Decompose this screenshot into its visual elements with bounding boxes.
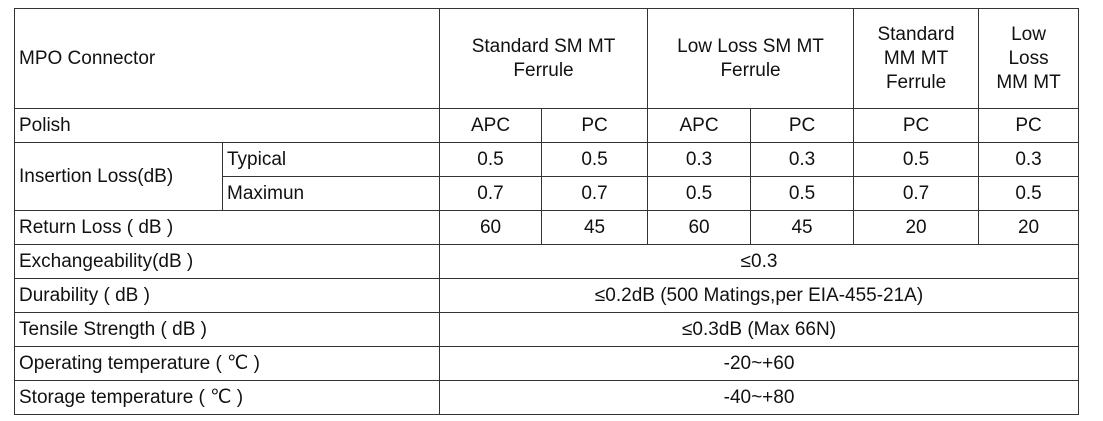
cell: 0.7 bbox=[439, 176, 543, 211]
cell: PC bbox=[978, 108, 1080, 143]
header-text: Standard bbox=[877, 23, 955, 45]
cell: APC bbox=[439, 108, 543, 143]
cell: 20 bbox=[853, 210, 980, 245]
header-text: Ferrule bbox=[885, 71, 947, 93]
cell: PC bbox=[853, 108, 980, 143]
table-row: Insertion Loss(dB) Typical 0.5 0.5 0.3 0.3 0.5… bbox=[14, 142, 1080, 211]
spec-table: MPO Connector Standard SM MT Ferrule Low Lo… bbox=[13, 8, 1080, 415]
cell: 0.5 bbox=[978, 176, 1080, 211]
cell: 0.5 bbox=[853, 142, 980, 177]
cell: PC bbox=[541, 108, 649, 143]
cell: -40~+80 bbox=[439, 380, 1080, 415]
sub-label: Maximun bbox=[221, 176, 441, 211]
table-row: Return Loss ( dB ) 60 45 60 45 20 20 bbox=[13, 210, 1080, 245]
row-label: Insertion Loss(dB) bbox=[14, 142, 223, 211]
header-text: Ferrule bbox=[720, 59, 781, 81]
cell: 0.3 bbox=[978, 142, 1080, 177]
cell: PC bbox=[750, 108, 855, 143]
row-label: Exchangeability(dB ) bbox=[13, 244, 441, 279]
cell: 0.5 bbox=[541, 142, 649, 177]
cell: 0.7 bbox=[541, 176, 649, 211]
cell: 0.5 bbox=[647, 176, 752, 211]
header-cell: Standard SM MT Ferrule bbox=[439, 8, 649, 109]
cell: 45 bbox=[750, 210, 855, 245]
header-cell: Standard MM MT Ferrule bbox=[853, 8, 980, 109]
cell: 0.7 bbox=[853, 176, 980, 211]
sub-label: Typical bbox=[221, 142, 441, 177]
cell: ≤0.2dB (500 Matings,per EIA-455-21A) bbox=[439, 278, 1080, 313]
row-label: Polish bbox=[13, 108, 441, 143]
header-text: MPO Connector bbox=[19, 47, 156, 69]
cell: 60 bbox=[647, 210, 752, 245]
header-cell: Low Loss SM MT Ferrule bbox=[647, 8, 855, 109]
header-cell: MPO Connector bbox=[13, 8, 441, 109]
cell: 45 bbox=[541, 210, 649, 245]
cell: 0.5 bbox=[439, 142, 543, 177]
table-row: Exchangeability(dB ) ≤0.3 bbox=[13, 244, 1080, 279]
header-text: Standard SM MT bbox=[471, 35, 616, 57]
table-row: Maximun 0.7 0.7 0.5 0.5 0.7 0.5 bbox=[15, 176, 1080, 211]
header-text: MM MT bbox=[883, 47, 949, 69]
table-row: Storage temperature ( ℃ ) -40~+80 bbox=[13, 380, 1080, 415]
header-cell: Low Loss MM MT bbox=[978, 8, 1080, 109]
cell: 60 bbox=[439, 210, 543, 245]
row-label: Return Loss ( dB ) bbox=[13, 210, 441, 245]
cell: 0.3 bbox=[647, 142, 752, 177]
header-text: Low bbox=[1011, 23, 1046, 45]
header-text: Loss bbox=[1008, 47, 1049, 69]
cell: APC bbox=[647, 108, 752, 143]
header-text: MM MT bbox=[996, 71, 1061, 93]
row-label: Tensile Strength ( dB ) bbox=[13, 312, 441, 347]
row-label: Durability ( dB ) bbox=[13, 278, 441, 313]
row-label: Operating temperature ( ℃ ) bbox=[13, 346, 441, 381]
header-text: Ferrule bbox=[513, 59, 574, 81]
cell: ≤0.3dB (Max 66N) bbox=[439, 312, 1080, 347]
row-label: Storage temperature ( ℃ ) bbox=[13, 380, 441, 415]
table-row: Operating temperature ( ℃ ) -20~+60 bbox=[13, 346, 1080, 381]
table-row: Durability ( dB ) ≤0.2dB (500 Matings,per… bbox=[13, 278, 1080, 313]
table-row: Tensile Strength ( dB ) ≤0.3dB (Max 66N) bbox=[13, 312, 1080, 347]
cell: 0.5 bbox=[750, 176, 855, 211]
cell: -20~+60 bbox=[439, 346, 1080, 381]
cell: 0.3 bbox=[750, 142, 855, 177]
table-row: MPO Connector Standard SM MT Ferrule Low Lo… bbox=[13, 8, 1080, 109]
table-row: Polish APC PC APC PC PC PC bbox=[13, 108, 1080, 143]
cell: 20 bbox=[978, 210, 1080, 245]
header-text: Low Loss SM MT bbox=[677, 35, 824, 57]
cell: ≤0.3 bbox=[439, 244, 1080, 279]
